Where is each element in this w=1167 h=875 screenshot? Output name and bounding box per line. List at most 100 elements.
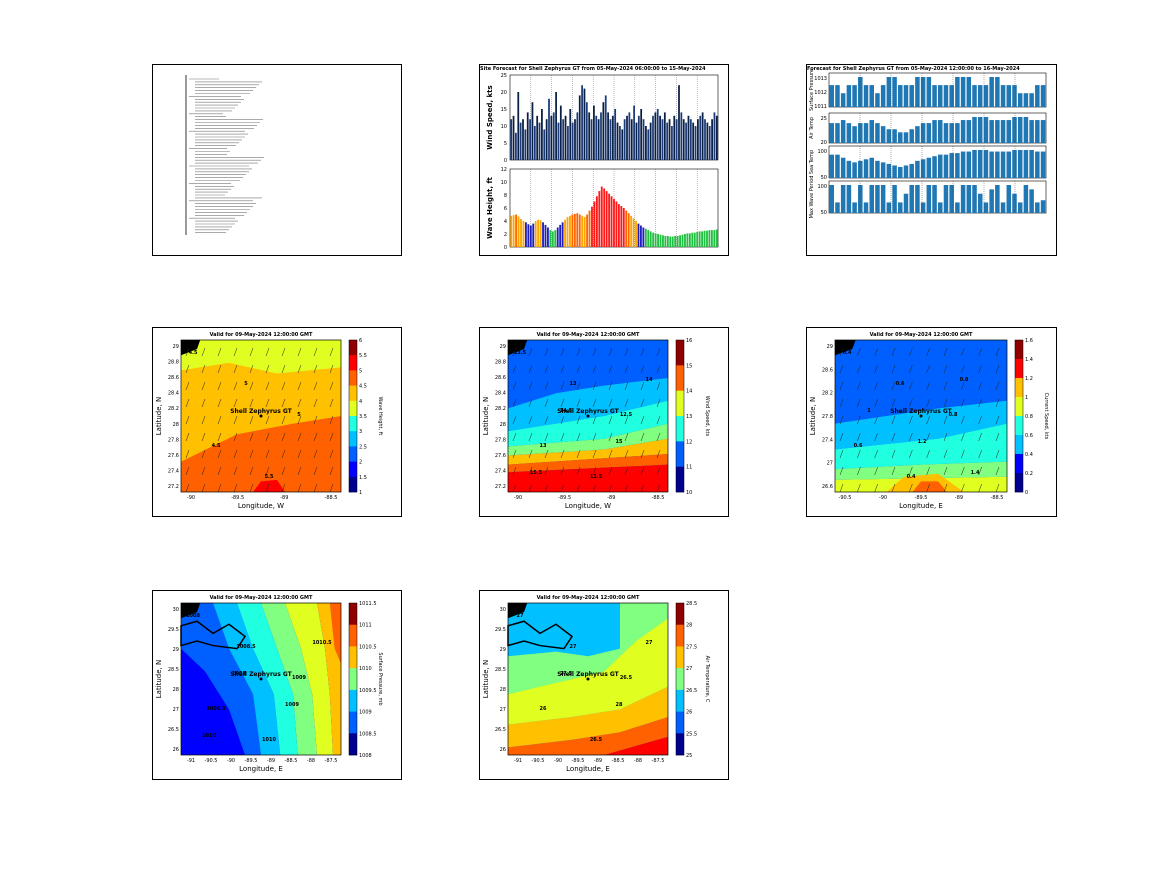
colorbar-label: Current Speed, kts xyxy=(1043,393,1049,440)
vector-arrow xyxy=(857,381,861,391)
bar xyxy=(630,215,633,247)
bar xyxy=(898,132,903,143)
contour-label: 1008 xyxy=(232,671,246,677)
vector-arrow xyxy=(656,381,661,391)
vector-arrow xyxy=(857,466,861,476)
y-tick-label: 10 xyxy=(501,124,507,130)
vector-arrow xyxy=(329,364,334,374)
y-tick-label: 27.8 xyxy=(168,437,179,443)
colorbar-tick-label: 1.4 xyxy=(1025,357,1033,363)
bar xyxy=(1000,151,1006,178)
vector-arrow xyxy=(544,364,549,374)
colorbar-label: Wind Speed, kts xyxy=(704,396,710,437)
contour-label: 0.8 xyxy=(949,412,958,418)
bar xyxy=(669,236,672,247)
colorbar-tick-label: 5 xyxy=(359,368,362,374)
y-tick-label: 27.2 xyxy=(495,484,506,490)
vector-arrow xyxy=(839,432,844,442)
bar xyxy=(649,231,652,247)
colorbar-segment xyxy=(1015,378,1023,398)
bar xyxy=(840,185,846,213)
bar xyxy=(915,77,920,107)
colorbar-tick-label: 4 xyxy=(359,399,362,405)
vector-arrow xyxy=(926,432,930,442)
bar xyxy=(926,77,932,107)
colorbar-segment xyxy=(349,476,357,493)
vector-arrow xyxy=(297,381,302,391)
vector-arrow xyxy=(961,364,965,374)
contour-label: 0.4 xyxy=(843,350,852,356)
colorbar-segment xyxy=(349,355,357,371)
vector-arrow xyxy=(961,398,965,408)
vector-arrow xyxy=(656,347,661,357)
x-tick-label: -88.5 xyxy=(325,495,338,501)
bar xyxy=(640,109,643,160)
bar xyxy=(545,119,548,160)
vector-arrow xyxy=(995,398,1000,408)
contour-label: 0.8 xyxy=(960,377,969,383)
colorbar-segment xyxy=(1015,454,1023,474)
contour-band xyxy=(604,736,668,755)
y-tick-label: 27.4 xyxy=(495,468,506,474)
bar xyxy=(681,234,684,247)
vector-arrow xyxy=(640,398,645,408)
site-label: Shell Zephyrus GT xyxy=(557,408,619,415)
chart-panel: 100 50 Sea Temp xyxy=(809,145,1047,181)
vector-arrow xyxy=(201,347,206,357)
bar xyxy=(604,95,607,160)
bar xyxy=(561,222,564,247)
vector-arrow xyxy=(281,415,286,425)
vector-arrow xyxy=(874,347,878,357)
bar xyxy=(564,219,566,247)
vector-arrow xyxy=(909,483,913,493)
bar xyxy=(536,115,539,160)
plot-frame xyxy=(828,72,1047,108)
x-tick-label: -90 xyxy=(554,758,562,764)
bar xyxy=(586,214,589,247)
colorbar-tick-label: 10 xyxy=(686,490,692,496)
bar xyxy=(949,185,954,213)
bar xyxy=(903,132,909,143)
bar xyxy=(698,231,701,247)
bar xyxy=(576,213,579,247)
colorbar-tick-label: 0.6 xyxy=(1025,433,1033,439)
contour-label: 13 xyxy=(540,443,547,449)
contour-label: 1010 xyxy=(262,737,276,743)
bar xyxy=(829,154,835,178)
map-title: Valid for 09-May-2024 12:00:00 GMT xyxy=(537,332,640,338)
bar xyxy=(829,123,835,143)
bar xyxy=(863,123,869,143)
vector-arrow xyxy=(608,364,613,374)
bar xyxy=(679,235,681,247)
vector-arrow xyxy=(249,364,254,374)
vector-arrow xyxy=(995,415,1000,425)
chart-panel: 0 5 10 15 20 25 Wind Speed, kts xyxy=(486,73,719,164)
bar xyxy=(620,206,623,247)
y-tick-label: 25 xyxy=(501,73,507,79)
vector-arrow xyxy=(926,483,930,493)
bar xyxy=(949,153,954,178)
vector-arrow xyxy=(592,381,597,391)
bar xyxy=(1000,120,1006,143)
contour-band xyxy=(213,603,281,755)
vector-arrow xyxy=(329,398,334,408)
bar xyxy=(858,185,863,213)
bar xyxy=(701,231,704,247)
vector-arrow xyxy=(640,466,645,476)
bar xyxy=(673,115,676,160)
y-tick-label: 20 xyxy=(821,140,827,146)
y-tick-label: 26 xyxy=(500,747,506,753)
vector-arrow xyxy=(926,398,930,408)
vector-arrow xyxy=(576,432,581,442)
y-tick-label: 1012 xyxy=(814,90,827,96)
vector-arrow xyxy=(265,449,270,459)
vector-arrow xyxy=(201,449,206,459)
bar xyxy=(989,189,994,213)
bar xyxy=(1023,93,1029,107)
bar xyxy=(671,236,674,247)
bar xyxy=(571,122,574,160)
bar xyxy=(532,223,535,247)
bar xyxy=(682,119,685,160)
bar xyxy=(1006,85,1012,107)
vector-arrow xyxy=(995,381,1000,391)
